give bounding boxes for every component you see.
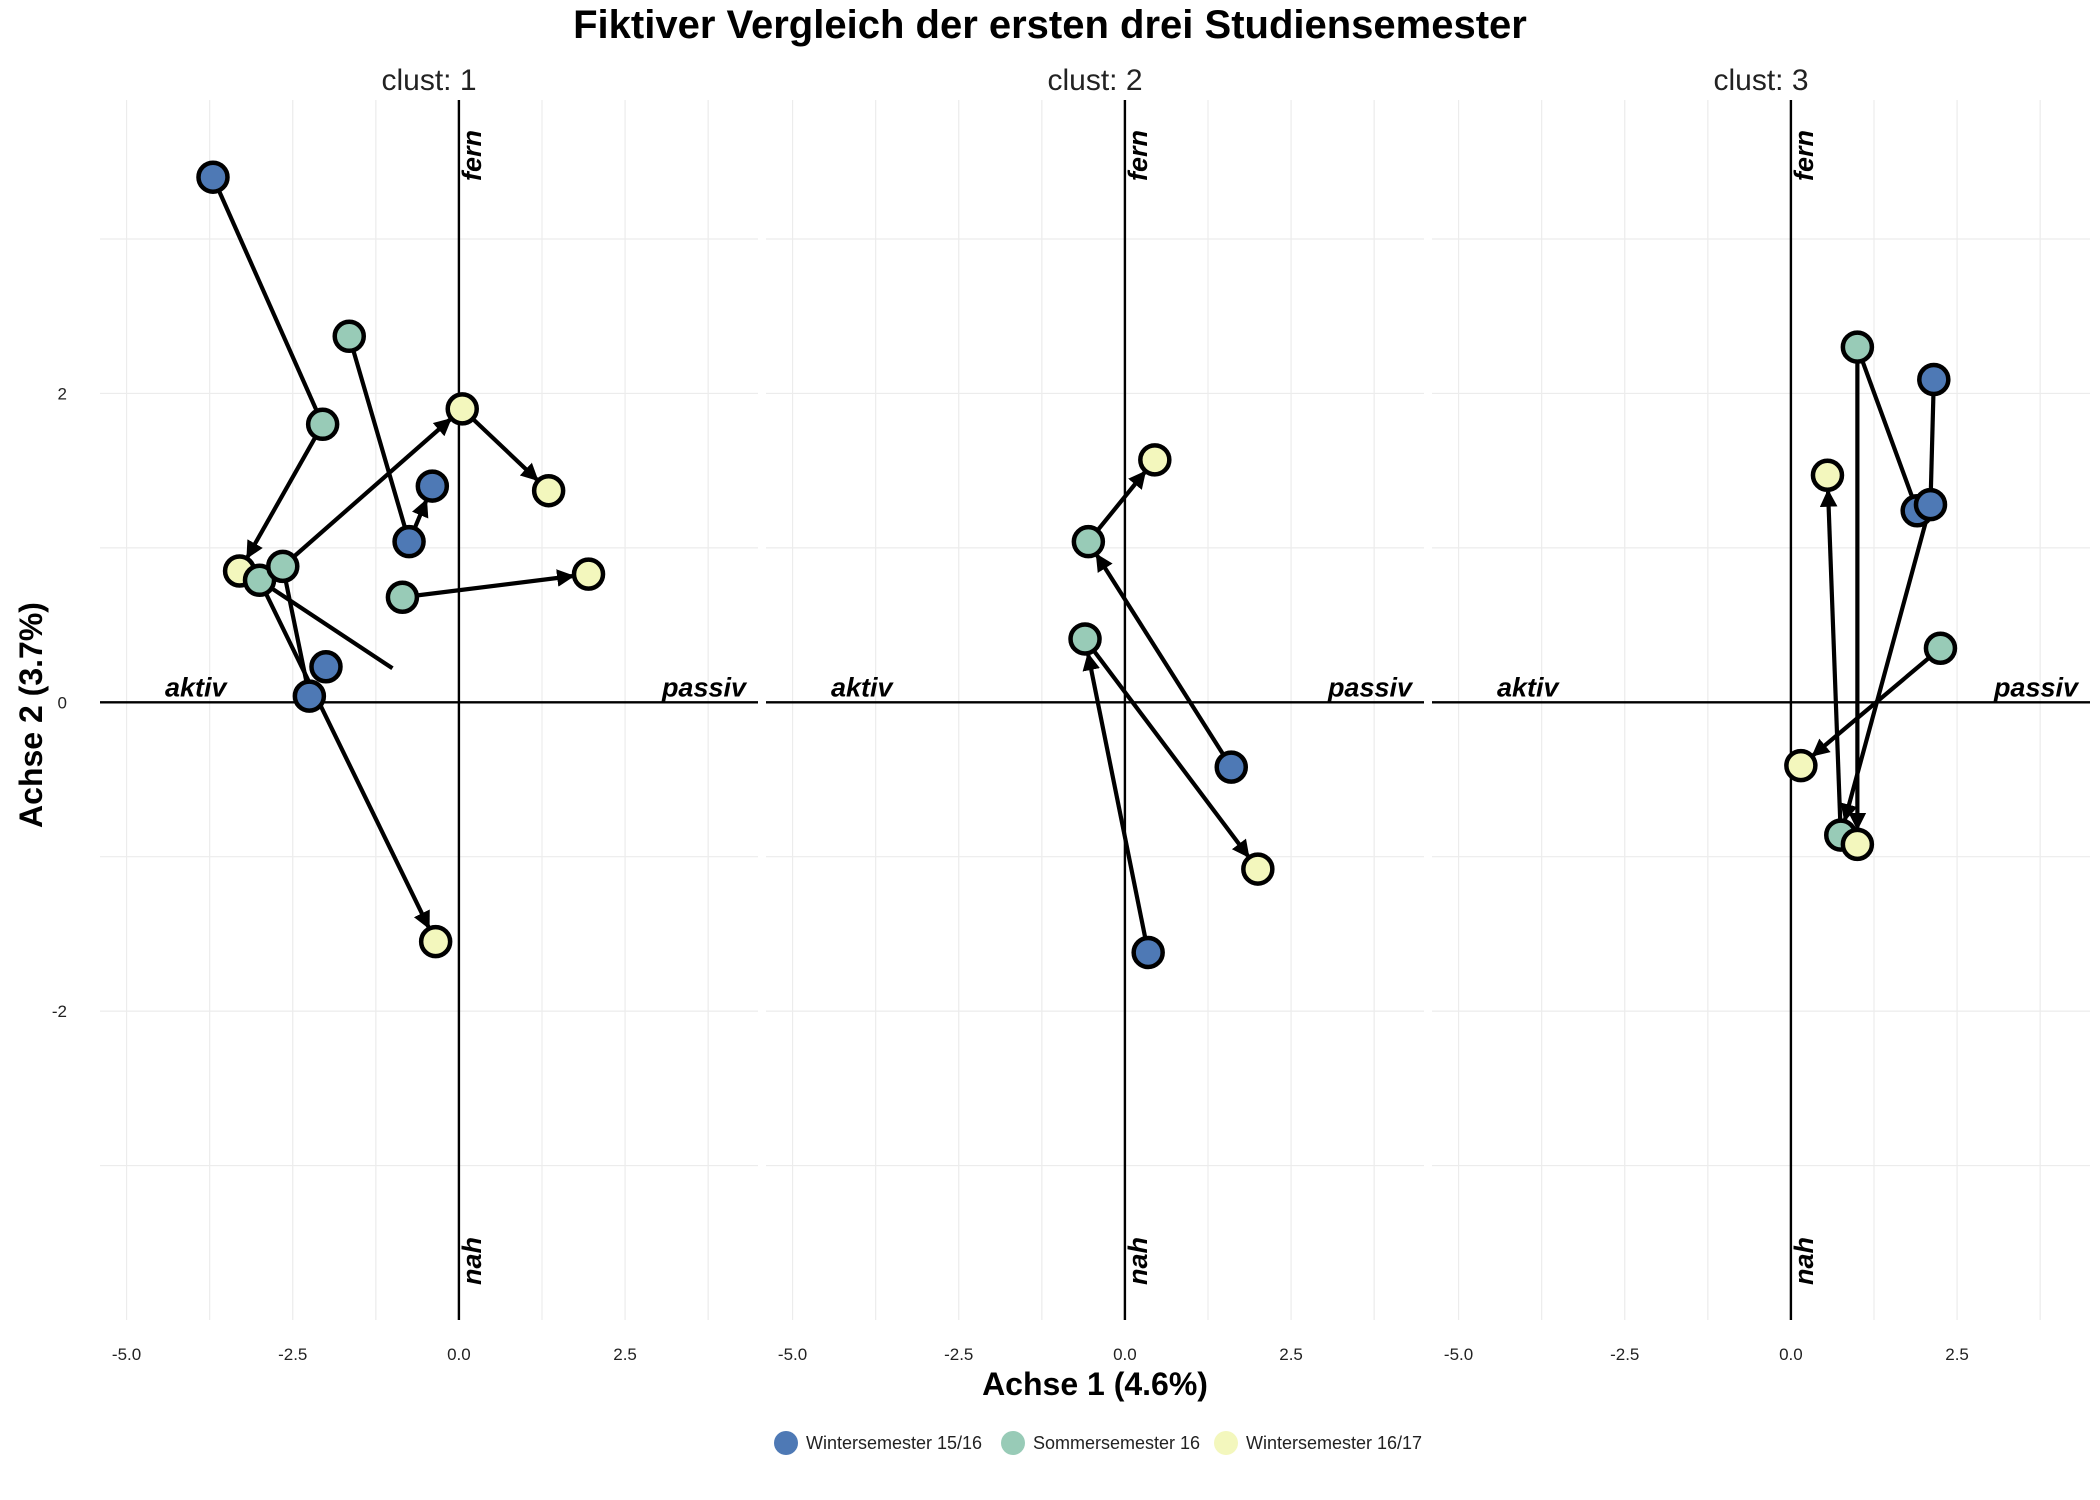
label-nah: nah <box>1789 1237 1819 1285</box>
data-point <box>1840 827 1875 862</box>
data-point <box>196 160 230 194</box>
trajectory-arrow <box>347 335 412 543</box>
label-fern: fern <box>1789 130 1819 181</box>
facet-strip-label: clust: 1 <box>381 64 476 97</box>
facet-strip-label: clust: 2 <box>1047 64 1142 97</box>
data-point <box>1131 935 1165 970</box>
y-tick-label: 0 <box>58 693 67 712</box>
x-tick-label: 0.0 <box>447 1345 471 1364</box>
data-point <box>305 407 340 442</box>
label-nah: nah <box>457 1237 487 1285</box>
facet-strip-label: clust: 3 <box>1713 64 1808 97</box>
x-tick-label: -5.0 <box>112 1345 141 1364</box>
data-point <box>1138 443 1172 477</box>
x-tick-label: 2.5 <box>1279 1345 1303 1364</box>
x-tick-label: -5.0 <box>1444 1345 1473 1364</box>
x-tick-label: -2.5 <box>1610 1345 1639 1364</box>
legend-label: Wintersemester 16/17 <box>1246 1433 1422 1453</box>
x-tick-label: 0.0 <box>1779 1345 1803 1364</box>
data-point <box>1810 458 1845 493</box>
data-point <box>1071 524 1106 559</box>
legend: Wintersemester 15/16 Sommersemester 16 Win… <box>774 1431 1422 1455</box>
label-passiv: passiv <box>1993 672 2080 702</box>
trajectory-arrow <box>245 423 325 559</box>
data-point <box>571 557 606 591</box>
data-point <box>332 319 366 354</box>
data-point <box>1840 330 1875 364</box>
legend-item: Wintersemester 15/16 <box>774 1431 982 1455</box>
label-passiv: passiv <box>661 672 748 702</box>
data-point <box>1913 487 1948 522</box>
trajectory-arrow <box>281 417 452 568</box>
data-point <box>1923 631 1958 665</box>
facet-panel-3: clust: 3 aktiv passiv fern nah -5.0 -2.5 0.0 2.5 <box>1432 64 2090 1364</box>
data-point <box>415 469 450 503</box>
legend-label: Wintersemester 15/16 <box>806 1433 982 1453</box>
label-nah: nah <box>1123 1237 1153 1285</box>
data-point <box>1784 748 1818 783</box>
x-tick-label: -2.5 <box>278 1345 307 1364</box>
data-point <box>418 924 453 959</box>
y-tick-label: 2 <box>58 384 67 403</box>
trajectory-arrow <box>1095 553 1234 769</box>
label-fern: fern <box>457 130 487 181</box>
data-point <box>392 524 426 559</box>
data-point <box>309 650 343 684</box>
legend-swatch <box>1214 1431 1238 1455</box>
trajectory-arrow <box>211 176 325 426</box>
x-tick-label: 2.5 <box>1945 1345 1969 1364</box>
x-tick-label: -5.0 <box>778 1345 807 1364</box>
legend-item: Wintersemester 16/17 <box>1214 1431 1422 1455</box>
label-aktiv: aktiv <box>165 672 229 702</box>
data-point <box>531 473 566 508</box>
trajectory-arrow <box>460 407 539 482</box>
trajectory-arrow <box>1855 346 1920 512</box>
data-point <box>1241 852 1275 886</box>
x-tick-label: 0.0 <box>1113 1345 1137 1364</box>
data-point <box>1214 750 1249 784</box>
trajectory-arrow <box>1819 489 1843 836</box>
legend-swatch <box>1001 1431 1025 1455</box>
x-tick-label: 2.5 <box>613 1345 637 1364</box>
trajectory-arrow <box>1082 652 1151 953</box>
y-tick-label: -2 <box>52 1002 67 1021</box>
x-axis-title: Achse 1 (4.6%) <box>982 1366 1208 1402</box>
trajectory-arrow <box>1811 646 1942 757</box>
legend-swatch <box>774 1431 798 1455</box>
y-axis-title: Achse 2 (3.7%) <box>13 602 49 828</box>
chart-title: Fiktiver Vergleich der ersten drei Studi… <box>573 3 1527 47</box>
trajectory-arrow <box>257 579 431 930</box>
facet-panel-2: clust: 2 aktiv passiv fern nah -5.0 -2.5 0.0 2.5 <box>766 64 1424 1364</box>
data-point <box>266 549 300 584</box>
legend-item: Sommersemester 16 <box>1001 1431 1200 1455</box>
label-aktiv: aktiv <box>831 672 895 702</box>
data-point <box>385 580 420 615</box>
x-tick-label: -2.5 <box>944 1345 973 1364</box>
facet-panel-1: clust: 1 aktiv passiv fern nah -5.0 -2.5 0.0 2.5… <box>52 64 758 1364</box>
data-point <box>445 392 479 426</box>
facet-panels: clust: 1 aktiv passiv fern nah -5.0 -2.5 0.0 2.5… <box>52 64 2090 1364</box>
label-passiv: passiv <box>1327 672 1414 702</box>
trajectory-arrow <box>1083 637 1250 858</box>
trajectory-arrow <box>1928 379 1936 505</box>
legend-label: Sommersemester 16 <box>1033 1433 1200 1453</box>
trajectory-arrow <box>258 578 394 671</box>
data-point <box>1917 362 1951 397</box>
label-fern: fern <box>1123 130 1153 181</box>
data-point <box>1068 622 1102 656</box>
label-aktiv: aktiv <box>1497 672 1561 702</box>
data-point <box>292 679 327 713</box>
trajectory-arrow <box>402 569 575 600</box>
